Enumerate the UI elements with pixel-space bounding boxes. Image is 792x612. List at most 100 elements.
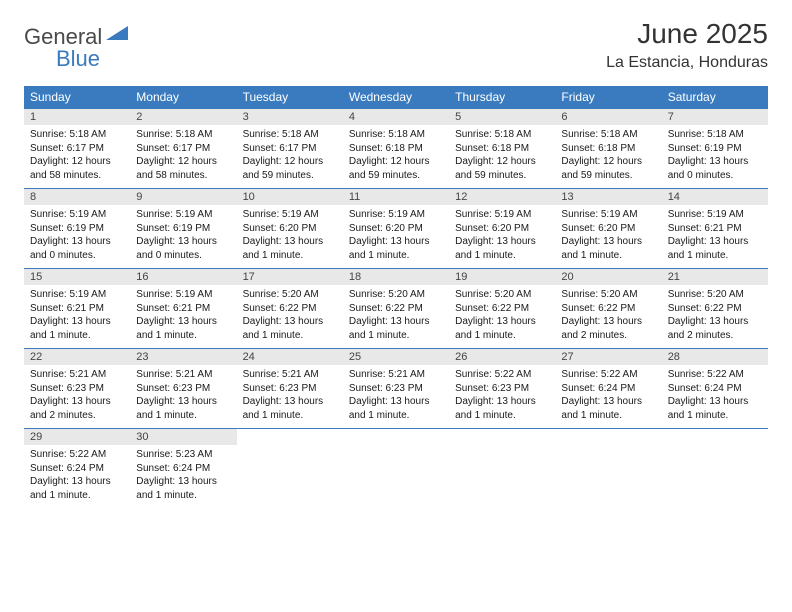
day-sunrise: Sunrise: 5:18 AM: [349, 128, 443, 142]
day-body: Sunrise: 5:19 AMSunset: 6:21 PMDaylight:…: [130, 285, 236, 348]
day-day2: and 1 minute.: [243, 329, 337, 343]
weekday-header: Friday: [555, 86, 661, 109]
calendar-cell: 6Sunrise: 5:18 AMSunset: 6:18 PMDaylight…: [555, 109, 661, 189]
day-body: Sunrise: 5:19 AMSunset: 6:19 PMDaylight:…: [130, 205, 236, 268]
day-body: Sunrise: 5:18 AMSunset: 6:18 PMDaylight:…: [449, 125, 555, 188]
calendar-cell: 23Sunrise: 5:21 AMSunset: 6:23 PMDayligh…: [130, 349, 236, 429]
day-day2: and 1 minute.: [455, 409, 549, 423]
day-body: Sunrise: 5:19 AMSunset: 6:20 PMDaylight:…: [449, 205, 555, 268]
day-day1: Daylight: 12 hours: [455, 155, 549, 169]
day-sunrise: Sunrise: 5:18 AM: [561, 128, 655, 142]
day-body: Sunrise: 5:18 AMSunset: 6:17 PMDaylight:…: [237, 125, 343, 188]
day-day2: and 1 minute.: [455, 329, 549, 343]
day-sunrise: Sunrise: 5:20 AM: [561, 288, 655, 302]
day-number: 28: [662, 349, 768, 365]
day-sunrise: Sunrise: 5:22 AM: [561, 368, 655, 382]
day-sunrise: Sunrise: 5:19 AM: [349, 208, 443, 222]
day-day1: Daylight: 12 hours: [349, 155, 443, 169]
weekday-header: Wednesday: [343, 86, 449, 109]
day-sunrise: Sunrise: 5:20 AM: [349, 288, 443, 302]
header: General Blue June 2025 La Estancia, Hond…: [24, 18, 768, 72]
calendar-row: 15Sunrise: 5:19 AMSunset: 6:21 PMDayligh…: [24, 269, 768, 349]
day-sunrise: Sunrise: 5:21 AM: [349, 368, 443, 382]
day-day1: Daylight: 13 hours: [668, 315, 762, 329]
calendar-row: 1Sunrise: 5:18 AMSunset: 6:17 PMDaylight…: [24, 109, 768, 189]
day-body: Sunrise: 5:19 AMSunset: 6:21 PMDaylight:…: [24, 285, 130, 348]
calendar-cell: 21Sunrise: 5:20 AMSunset: 6:22 PMDayligh…: [662, 269, 768, 349]
day-body: Sunrise: 5:18 AMSunset: 6:17 PMDaylight:…: [24, 125, 130, 188]
day-sunset: Sunset: 6:18 PM: [455, 142, 549, 156]
day-day1: Daylight: 13 hours: [243, 395, 337, 409]
day-day2: and 1 minute.: [668, 249, 762, 263]
day-sunrise: Sunrise: 5:18 AM: [455, 128, 549, 142]
day-day2: and 1 minute.: [243, 249, 337, 263]
calendar-cell: 25Sunrise: 5:21 AMSunset: 6:23 PMDayligh…: [343, 349, 449, 429]
calendar-cell: 4Sunrise: 5:18 AMSunset: 6:18 PMDaylight…: [343, 109, 449, 189]
day-sunrise: Sunrise: 5:18 AM: [243, 128, 337, 142]
day-number: 17: [237, 269, 343, 285]
day-day2: and 1 minute.: [349, 329, 443, 343]
day-sunrise: Sunrise: 5:19 AM: [136, 208, 230, 222]
day-sunrise: Sunrise: 5:19 AM: [30, 288, 124, 302]
day-number: 11: [343, 189, 449, 205]
day-sunrise: Sunrise: 5:22 AM: [30, 448, 124, 462]
day-sunrise: Sunrise: 5:19 AM: [455, 208, 549, 222]
calendar-cell: 26Sunrise: 5:22 AMSunset: 6:23 PMDayligh…: [449, 349, 555, 429]
day-body: Sunrise: 5:22 AMSunset: 6:24 PMDaylight:…: [555, 365, 661, 428]
day-body: Sunrise: 5:19 AMSunset: 6:20 PMDaylight:…: [237, 205, 343, 268]
weekday-header: Tuesday: [237, 86, 343, 109]
day-day2: and 58 minutes.: [136, 169, 230, 183]
brand-part2: Blue: [56, 46, 100, 72]
title-block: June 2025 La Estancia, Honduras: [606, 18, 768, 72]
day-number: 25: [343, 349, 449, 365]
day-day2: and 0 minutes.: [30, 249, 124, 263]
calendar-cell: 8Sunrise: 5:19 AMSunset: 6:19 PMDaylight…: [24, 189, 130, 269]
calendar-cell: [662, 429, 768, 509]
day-sunset: Sunset: 6:21 PM: [30, 302, 124, 316]
day-number: 3: [237, 109, 343, 125]
calendar-cell: 9Sunrise: 5:19 AMSunset: 6:19 PMDaylight…: [130, 189, 236, 269]
day-day1: Daylight: 13 hours: [561, 315, 655, 329]
day-day2: and 0 minutes.: [668, 169, 762, 183]
day-day1: Daylight: 13 hours: [349, 235, 443, 249]
day-sunset: Sunset: 6:22 PM: [561, 302, 655, 316]
weekday-header: Saturday: [662, 86, 768, 109]
weekday-header: Monday: [130, 86, 236, 109]
day-day1: Daylight: 13 hours: [668, 235, 762, 249]
day-sunset: Sunset: 6:22 PM: [455, 302, 549, 316]
day-sunset: Sunset: 6:20 PM: [561, 222, 655, 236]
calendar-row: 8Sunrise: 5:19 AMSunset: 6:19 PMDaylight…: [24, 189, 768, 269]
calendar-cell: 3Sunrise: 5:18 AMSunset: 6:17 PMDaylight…: [237, 109, 343, 189]
day-body: Sunrise: 5:19 AMSunset: 6:21 PMDaylight:…: [662, 205, 768, 268]
day-day1: Daylight: 13 hours: [455, 395, 549, 409]
calendar-cell: 2Sunrise: 5:18 AMSunset: 6:17 PMDaylight…: [130, 109, 236, 189]
day-day2: and 1 minute.: [243, 409, 337, 423]
calendar-cell: [343, 429, 449, 509]
calendar-cell: 10Sunrise: 5:19 AMSunset: 6:20 PMDayligh…: [237, 189, 343, 269]
day-body: Sunrise: 5:18 AMSunset: 6:18 PMDaylight:…: [555, 125, 661, 188]
day-body: Sunrise: 5:20 AMSunset: 6:22 PMDaylight:…: [343, 285, 449, 348]
calendar-cell: 29Sunrise: 5:22 AMSunset: 6:24 PMDayligh…: [24, 429, 130, 509]
day-sunrise: Sunrise: 5:19 AM: [668, 208, 762, 222]
day-day2: and 0 minutes.: [136, 249, 230, 263]
month-title: June 2025: [606, 18, 768, 50]
day-number: 4: [343, 109, 449, 125]
day-day2: and 1 minute.: [136, 329, 230, 343]
day-number: 24: [237, 349, 343, 365]
day-sunset: Sunset: 6:17 PM: [243, 142, 337, 156]
calendar-cell: 22Sunrise: 5:21 AMSunset: 6:23 PMDayligh…: [24, 349, 130, 429]
day-body: Sunrise: 5:18 AMSunset: 6:18 PMDaylight:…: [343, 125, 449, 188]
day-sunset: Sunset: 6:23 PM: [455, 382, 549, 396]
day-day1: Daylight: 13 hours: [243, 315, 337, 329]
day-number: 14: [662, 189, 768, 205]
day-body: Sunrise: 5:20 AMSunset: 6:22 PMDaylight:…: [662, 285, 768, 348]
day-number: 6: [555, 109, 661, 125]
calendar-cell: 13Sunrise: 5:19 AMSunset: 6:20 PMDayligh…: [555, 189, 661, 269]
day-day2: and 1 minute.: [561, 249, 655, 263]
day-sunset: Sunset: 6:23 PM: [349, 382, 443, 396]
calendar-cell: [449, 429, 555, 509]
day-number: 9: [130, 189, 236, 205]
day-day1: Daylight: 13 hours: [668, 395, 762, 409]
day-sunset: Sunset: 6:23 PM: [243, 382, 337, 396]
day-sunset: Sunset: 6:21 PM: [136, 302, 230, 316]
